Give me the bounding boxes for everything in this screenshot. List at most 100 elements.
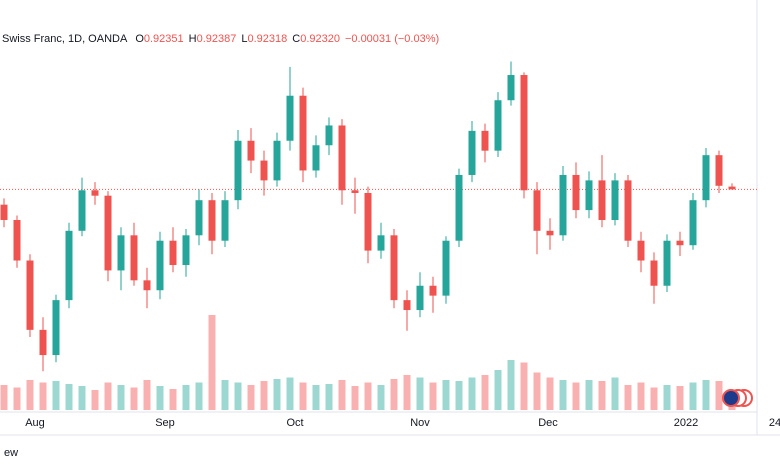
header-change: −0.00031 (−0.03%)	[345, 33, 439, 45]
candle-body	[650, 260, 658, 286]
candle-body	[637, 240, 645, 261]
candle-body	[559, 174, 567, 236]
candle-body	[702, 155, 710, 201]
header-h-label: H	[189, 33, 197, 45]
volume-bar	[676, 386, 684, 410]
candle-body	[390, 235, 398, 301]
candle-body	[624, 180, 632, 241]
candle-body	[338, 125, 346, 191]
x-tick-label: 2022	[674, 417, 698, 429]
candle-body	[689, 200, 697, 246]
volume-bar	[442, 380, 450, 410]
candle-body	[13, 220, 21, 261]
volume-bar	[598, 381, 606, 410]
volume-bar	[364, 382, 372, 410]
volume-bar	[663, 385, 671, 410]
volume-bar	[39, 382, 47, 410]
volume-bar	[416, 377, 424, 410]
volume-bar	[533, 372, 541, 410]
candle-body	[130, 235, 138, 281]
volume-bar	[221, 380, 229, 410]
candle-body	[585, 180, 593, 211]
symbol: Swiss Franc, 1D, OANDA	[2, 33, 128, 45]
x-tick-label: Dec	[538, 417, 558, 429]
header-high: 0.92387	[197, 33, 237, 45]
candle-body	[611, 180, 619, 220]
x-tick-label: Oct	[286, 417, 303, 429]
candle-body	[260, 160, 268, 181]
candle-body	[546, 230, 554, 236]
candle-body	[312, 145, 320, 171]
volume-bar	[702, 380, 710, 410]
volume-bar	[455, 381, 463, 410]
volume-bar	[481, 375, 489, 410]
candle-body	[676, 240, 684, 246]
header-low: 0.92318	[247, 33, 287, 45]
volume-bar	[507, 360, 515, 410]
volume-bar	[156, 386, 164, 410]
volume-bar	[52, 381, 60, 410]
candle-body	[299, 95, 307, 171]
volume-bar	[715, 381, 723, 410]
volume-bar	[559, 380, 567, 410]
candle-body	[26, 260, 34, 330]
volume-bar	[65, 384, 73, 410]
icon	[722, 389, 740, 407]
header-o-label: O	[135, 33, 144, 45]
volume-bar	[377, 385, 385, 410]
volume-bar	[273, 379, 281, 410]
candle-body	[520, 75, 528, 191]
candle-body	[0, 204, 8, 220]
candle-body	[286, 95, 294, 141]
volume-bar	[195, 382, 203, 410]
volume-bar	[429, 382, 437, 410]
x-tick-label: Aug	[25, 417, 45, 429]
volume-bar	[143, 380, 151, 410]
currency-icons	[722, 389, 753, 407]
volume-bar	[208, 315, 216, 410]
candle-body	[208, 200, 216, 241]
footer[interactable]: ew	[4, 447, 18, 459]
candle-body	[429, 285, 437, 296]
x-tick-label: Nov	[410, 417, 430, 429]
volume-bar	[117, 385, 125, 410]
volume-bar	[650, 387, 658, 410]
candle-body	[247, 140, 255, 161]
volume-bar	[585, 380, 593, 410]
candle-body	[117, 235, 125, 271]
volume-bar	[169, 389, 177, 410]
candle-body	[572, 174, 580, 211]
volume-bar	[0, 385, 8, 410]
volume-bar	[351, 386, 359, 410]
candle-body	[598, 180, 606, 220]
candle-body	[507, 75, 515, 101]
candle-body	[715, 155, 723, 186]
volume-bar	[325, 384, 333, 410]
volume-bar	[624, 385, 632, 410]
candle-body	[156, 240, 164, 291]
candle-body	[325, 125, 333, 146]
volume-bar	[572, 382, 580, 410]
candle-body	[364, 192, 372, 251]
candle-body	[182, 235, 190, 266]
candle-body	[195, 200, 203, 236]
volume-bar	[689, 382, 697, 410]
header-c-label: C	[292, 33, 300, 45]
candle-body	[494, 100, 502, 151]
candle-body	[377, 235, 385, 251]
volume-bar	[182, 385, 190, 410]
candle-body	[143, 280, 151, 291]
volume-bar	[26, 380, 34, 410]
volume-bar	[260, 381, 268, 410]
candle-body	[455, 174, 463, 241]
volume-bar	[299, 382, 307, 410]
header-l-label: L	[241, 33, 247, 45]
volume-bar	[91, 390, 99, 410]
candle-body	[78, 190, 86, 231]
volume-bar	[104, 382, 112, 410]
x-tick-label: Sep	[155, 417, 175, 429]
candle-body	[728, 186, 736, 190]
candle-body	[104, 195, 112, 271]
volume-bar	[611, 377, 619, 410]
